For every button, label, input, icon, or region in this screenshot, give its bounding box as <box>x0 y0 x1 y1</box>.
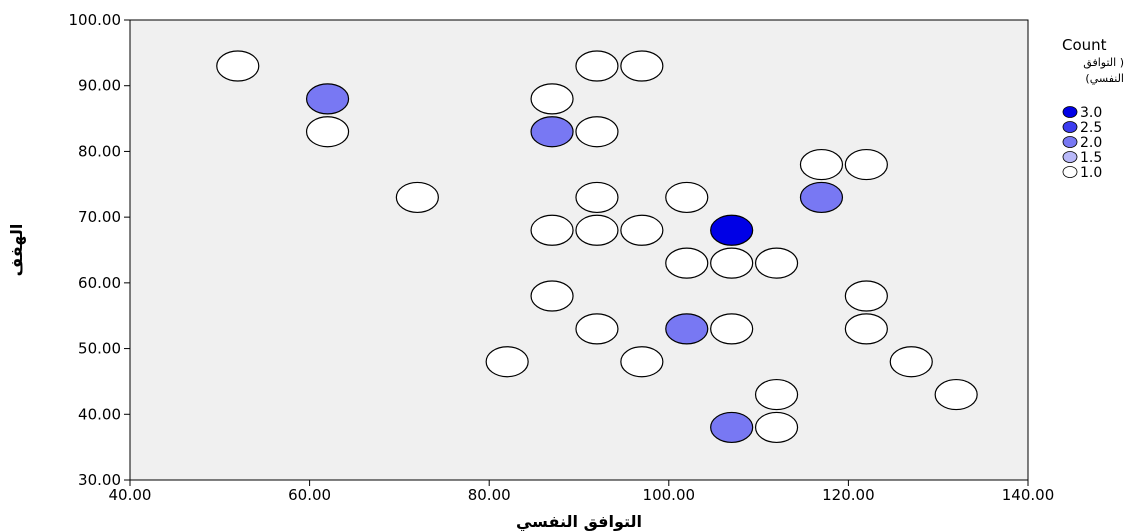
y-tick-label: 100.00 <box>69 11 122 29</box>
data-point <box>575 181 619 214</box>
data-point <box>575 214 619 246</box>
data-point <box>305 83 350 115</box>
legend-label: 2.0 <box>1080 135 1102 151</box>
data-point <box>530 214 574 246</box>
data-point <box>844 313 888 345</box>
data-point <box>934 378 978 411</box>
y-tick-label: 90.00 <box>78 77 121 95</box>
y-tick-label: 80.00 <box>78 142 121 160</box>
data-point <box>889 346 933 378</box>
legend-marker <box>1062 106 1078 118</box>
data-point <box>530 116 574 148</box>
legend: Count التوافق ) (النفسي 3.02.52.01.51.0 <box>1062 36 1124 181</box>
data-point <box>530 83 574 115</box>
data-point <box>799 181 844 214</box>
legend-label: 3.0 <box>1080 105 1102 121</box>
plot-area-background <box>129 19 1029 481</box>
data-point <box>620 214 664 246</box>
data-point <box>710 214 754 246</box>
legend-subtitle-line2: (النفسي <box>1085 72 1124 85</box>
data-point <box>305 116 350 148</box>
data-point <box>844 280 888 312</box>
data-point <box>799 148 844 181</box>
y-tick-label: 40.00 <box>78 405 121 423</box>
data-point <box>575 313 619 345</box>
data-points <box>216 50 978 444</box>
data-point <box>485 346 529 378</box>
data-point <box>754 378 799 411</box>
data-point <box>754 411 799 444</box>
legend-title: Count <box>1062 36 1107 54</box>
legend-label: 2.5 <box>1080 120 1102 136</box>
x-axis: 40.00 60.00 80.00 100.00 120.00 140.00 <box>109 480 1055 504</box>
x-tick-label: 120.00 <box>822 486 875 504</box>
data-point <box>710 247 754 279</box>
x-tick-label: 60.00 <box>288 486 331 504</box>
data-point <box>665 313 709 345</box>
x-tick-label: 140.00 <box>1002 486 1055 504</box>
data-point <box>620 346 664 378</box>
data-point <box>754 247 799 279</box>
data-point <box>530 280 574 312</box>
data-point <box>395 181 439 214</box>
y-axis: 30.00 40.00 50.00 60.00 70.00 80.00 90.00 100.0… <box>69 11 130 489</box>
data-point <box>710 313 754 345</box>
data-point <box>665 247 709 279</box>
y-tick-label: 50.00 <box>78 340 121 358</box>
y-tick-label: 70.00 <box>78 208 121 226</box>
x-tick-label: 40.00 <box>109 486 152 504</box>
legend-marker <box>1062 151 1078 163</box>
data-point <box>575 50 619 82</box>
legend-marker <box>1062 166 1078 178</box>
legend-marker <box>1062 136 1078 148</box>
data-point <box>844 148 888 181</box>
data-point <box>575 116 619 148</box>
legend-label: 1.5 <box>1080 150 1102 166</box>
legend-entries: 3.02.52.01.51.0 <box>1062 105 1102 181</box>
data-point <box>620 50 664 82</box>
x-axis-title: التوافق النفسي <box>516 512 642 532</box>
legend-label: 1.0 <box>1080 165 1102 181</box>
data-point <box>710 411 754 444</box>
data-point <box>665 181 709 214</box>
y-tick-label: 30.00 <box>78 471 121 489</box>
y-axis-title: الهفف <box>7 224 26 277</box>
legend-subtitle-line1: التوافق ) <box>1083 56 1124 70</box>
x-tick-label: 100.00 <box>643 486 696 504</box>
y-tick-label: 60.00 <box>78 274 121 292</box>
legend-marker <box>1062 121 1078 133</box>
x-tick-label: 80.00 <box>468 486 511 504</box>
data-point <box>216 50 260 82</box>
